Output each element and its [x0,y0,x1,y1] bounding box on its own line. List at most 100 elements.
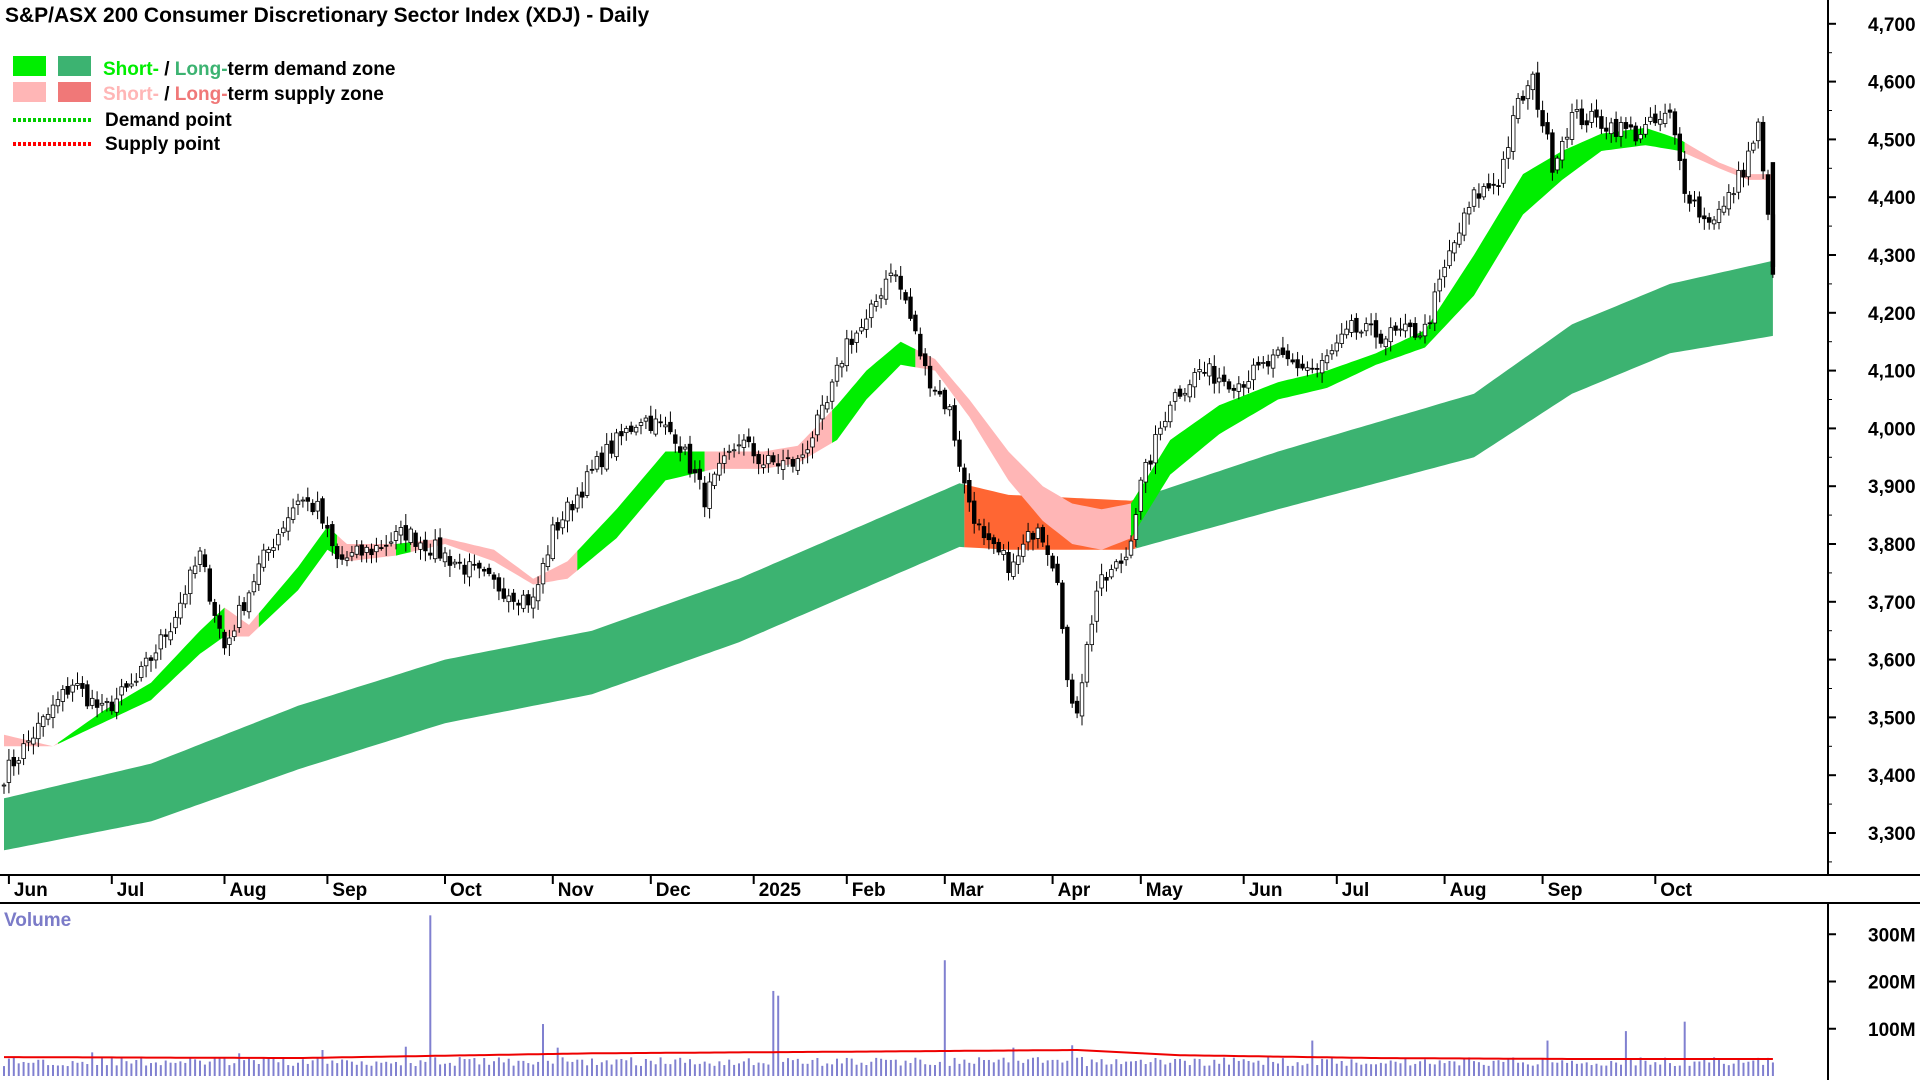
candle-body [1452,242,1457,254]
candle-body [531,596,536,609]
candle-body [1050,555,1055,569]
candle-body [36,722,41,740]
candle-body [1682,158,1687,194]
candle-body [261,549,266,568]
candle-body [1751,142,1756,151]
volume-bar [1610,1060,1613,1076]
volume-bar [1281,1058,1284,1076]
volume-bar [458,1057,461,1076]
legend-supply-short: Short- [103,84,159,105]
candle-body [295,500,301,505]
volume-bar [1213,1059,1216,1076]
volume-bar [110,1057,113,1076]
volume-bar [159,1065,162,1076]
candle-body [388,541,394,544]
candle-body [369,548,374,556]
volume-bar [512,1065,515,1076]
candle-body [1462,212,1467,236]
volume-bar [1737,1059,1740,1076]
candle-body [236,604,242,628]
volume-bar [1218,1063,1221,1076]
volume-bar [243,1060,246,1076]
volume-bar [17,1063,20,1076]
volume-bar [600,1062,603,1076]
volume-bar [1379,1062,1382,1076]
volume-bar [684,1062,687,1076]
volume-bar [728,1059,731,1076]
candle-body [820,404,825,420]
candle-body [815,414,820,436]
volume-bar [473,1058,476,1076]
volume-bar [120,1057,123,1076]
candle-body [1123,556,1129,561]
volume-bar [145,1065,148,1076]
volume-bar [1683,1021,1686,1076]
time-tick-label: Jul [1342,880,1369,901]
volume-bar [635,1065,638,1076]
volume-bar [801,1063,804,1076]
volume-bar [1561,1060,1564,1076]
volume-bar [1311,1040,1314,1076]
candle-body [1266,361,1271,367]
volume-bar [1624,1031,1627,1076]
candle-body [138,665,144,678]
candle-body [173,616,178,629]
candle-body [163,634,168,637]
candle-body [1413,323,1418,338]
price-tick-label: 4,000 [1868,419,1916,440]
volume-bar [292,1065,295,1076]
volume-bar [130,1063,133,1076]
candle-body [457,561,462,564]
volume-bar [963,1059,966,1076]
candle-body [60,689,65,702]
candle-body [594,456,600,470]
volume-bar [37,1059,40,1076]
candle-body [256,563,261,585]
volume-bar [644,1058,647,1076]
candle-body [893,274,898,277]
volume-bar [355,1064,358,1076]
volume-bar [1017,1060,1020,1076]
candle-body [1334,342,1339,352]
candle-body [1324,355,1330,364]
candle-body [119,686,124,696]
volume-bar [316,1057,319,1076]
time-tick-label: Jun [1249,880,1283,901]
candle-body [452,561,457,565]
volume-bar [782,1061,785,1076]
volume-bar [1536,1064,1539,1076]
candle-body [94,699,100,708]
volume-bar [1590,1065,1593,1076]
volume-bar [605,1060,608,1076]
volume-bar [689,1059,691,1076]
candle-body [913,314,918,332]
candle-body [1168,404,1173,423]
candle-body [521,594,526,609]
volume-bar [1188,1065,1191,1076]
volume-bar [1105,1064,1108,1076]
volume-bar [66,1066,69,1076]
volume-bar [483,1058,486,1076]
volume-bar [42,1059,45,1076]
volume-bar [1512,1057,1515,1076]
volume-bar [341,1059,344,1076]
candle-body [1515,97,1521,119]
time-tick-label: Aug [230,880,267,901]
volume-bar [1600,1065,1603,1076]
candle-body [658,421,663,424]
volume-bar [556,1047,559,1076]
candle-body [1359,331,1364,334]
volume-bar [708,1063,711,1076]
candle-body [418,542,423,550]
volume-bar [983,1060,985,1076]
volume-bar [507,1058,510,1076]
volume-bar [1100,1059,1103,1076]
volume-bar [1448,1060,1451,1076]
volume-bar [1580,1063,1583,1076]
candle-body [932,389,938,392]
candle-body [1270,354,1276,369]
volume-bar [1316,1065,1319,1076]
candle-body [898,275,903,290]
candle-body [1290,359,1295,363]
candle-body [1667,109,1673,113]
